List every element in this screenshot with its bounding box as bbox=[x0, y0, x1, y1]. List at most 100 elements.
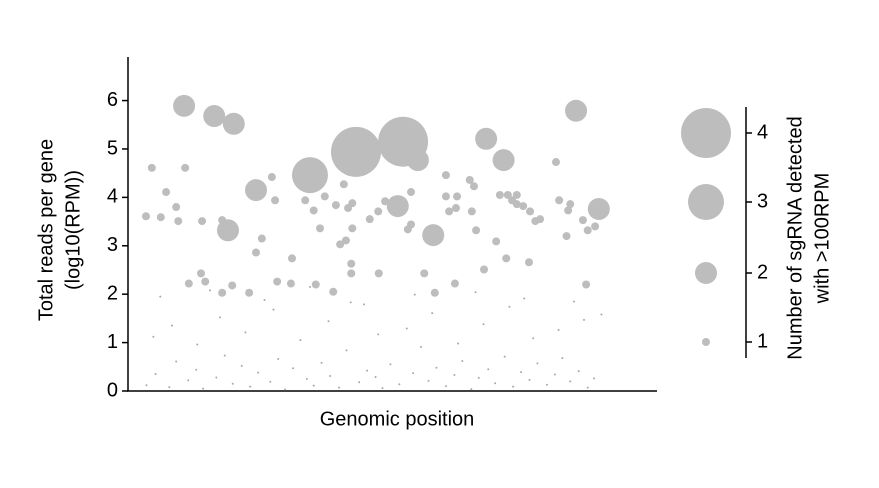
bubble bbox=[141, 212, 150, 221]
bubble bbox=[526, 207, 535, 216]
bubble bbox=[524, 258, 533, 267]
bubble bbox=[445, 207, 454, 216]
bubble bbox=[587, 197, 610, 220]
bubble bbox=[467, 207, 476, 216]
background-dot bbox=[474, 291, 477, 294]
bubble bbox=[536, 215, 545, 224]
bubble bbox=[320, 192, 329, 201]
bubble bbox=[578, 216, 587, 225]
background-dot bbox=[187, 379, 190, 382]
bubble bbox=[551, 158, 560, 167]
bubble bbox=[422, 224, 445, 247]
bubble bbox=[336, 240, 345, 249]
bubble bbox=[420, 269, 429, 278]
background-dot bbox=[249, 385, 252, 388]
bubble bbox=[273, 277, 282, 286]
background-dot bbox=[470, 388, 473, 391]
background-dot bbox=[219, 316, 222, 319]
bubble bbox=[174, 217, 183, 226]
background-dot bbox=[257, 371, 260, 374]
bubble bbox=[316, 224, 325, 233]
bubble bbox=[245, 288, 254, 297]
y-tick-label: 3 bbox=[107, 234, 118, 256]
background-dot bbox=[308, 285, 311, 288]
background-dot bbox=[389, 363, 392, 366]
bubble bbox=[512, 190, 521, 199]
bubble bbox=[469, 182, 478, 191]
background-dot bbox=[557, 329, 560, 332]
bubble bbox=[341, 236, 350, 245]
background-dot bbox=[435, 366, 438, 369]
background-dot bbox=[159, 295, 162, 298]
bubble bbox=[582, 280, 591, 289]
bubble bbox=[203, 105, 226, 128]
bubble bbox=[181, 163, 190, 172]
bubble bbox=[228, 281, 237, 290]
bubble bbox=[365, 215, 374, 224]
legend-label: 2 bbox=[757, 261, 768, 283]
bubble bbox=[441, 171, 450, 180]
background-dot bbox=[223, 354, 226, 357]
bubble bbox=[512, 200, 521, 209]
bubble bbox=[374, 207, 383, 216]
bubble bbox=[329, 287, 338, 296]
background-dot bbox=[362, 303, 365, 306]
bubble bbox=[591, 222, 600, 231]
bubble bbox=[218, 216, 227, 225]
background-dot bbox=[329, 374, 332, 377]
y-tick-label: 1 bbox=[107, 331, 118, 353]
background-dot bbox=[413, 293, 416, 296]
background-dot bbox=[444, 385, 447, 388]
bubble bbox=[562, 232, 571, 241]
y-tick-label: 4 bbox=[107, 186, 118, 208]
background-dot bbox=[381, 387, 384, 390]
background-dot bbox=[196, 343, 199, 346]
bubble bbox=[451, 204, 460, 213]
legend-title: with >100RPM bbox=[811, 173, 833, 305]
background-dot bbox=[358, 381, 361, 384]
bubble bbox=[430, 288, 439, 297]
background-dot bbox=[520, 371, 523, 374]
bubble bbox=[172, 203, 181, 212]
bubble bbox=[492, 237, 501, 246]
background-dot bbox=[240, 364, 243, 367]
bubble bbox=[503, 190, 512, 199]
bubble bbox=[583, 226, 592, 235]
background-dot bbox=[272, 308, 275, 311]
legend-bubble bbox=[681, 108, 731, 158]
bubble bbox=[374, 269, 383, 278]
y-tick-label: 6 bbox=[107, 89, 118, 111]
background-dot bbox=[269, 380, 272, 383]
background-dot bbox=[170, 324, 173, 327]
bubble bbox=[347, 259, 356, 268]
y-tick-label: 0 bbox=[107, 379, 118, 401]
legend-label: 4 bbox=[757, 121, 768, 143]
bubble bbox=[502, 254, 511, 263]
background-dot bbox=[482, 323, 485, 326]
bubble bbox=[381, 197, 390, 206]
background-dot bbox=[593, 377, 596, 380]
background-dot bbox=[461, 359, 464, 362]
bubble bbox=[252, 248, 261, 257]
bubble bbox=[271, 196, 280, 205]
bubble bbox=[162, 188, 171, 197]
bubble bbox=[480, 265, 489, 274]
y-axis-label: (log10(RPM)) bbox=[62, 170, 84, 290]
bubble bbox=[441, 192, 450, 201]
background-dot bbox=[600, 313, 603, 316]
background-dot bbox=[244, 331, 247, 334]
bubble bbox=[216, 219, 239, 242]
bubble bbox=[245, 179, 268, 202]
bubble bbox=[495, 190, 504, 199]
background-dot bbox=[398, 383, 401, 386]
bubble bbox=[147, 163, 156, 172]
bubble bbox=[348, 224, 357, 233]
background-dot bbox=[195, 368, 198, 371]
background-dot bbox=[152, 335, 155, 338]
background-dot bbox=[263, 298, 266, 301]
background-dot bbox=[487, 368, 490, 371]
bubble bbox=[218, 288, 227, 297]
background-dot bbox=[536, 362, 539, 365]
x-axis-label: Genomic position bbox=[320, 408, 475, 430]
background-dot bbox=[168, 386, 171, 389]
